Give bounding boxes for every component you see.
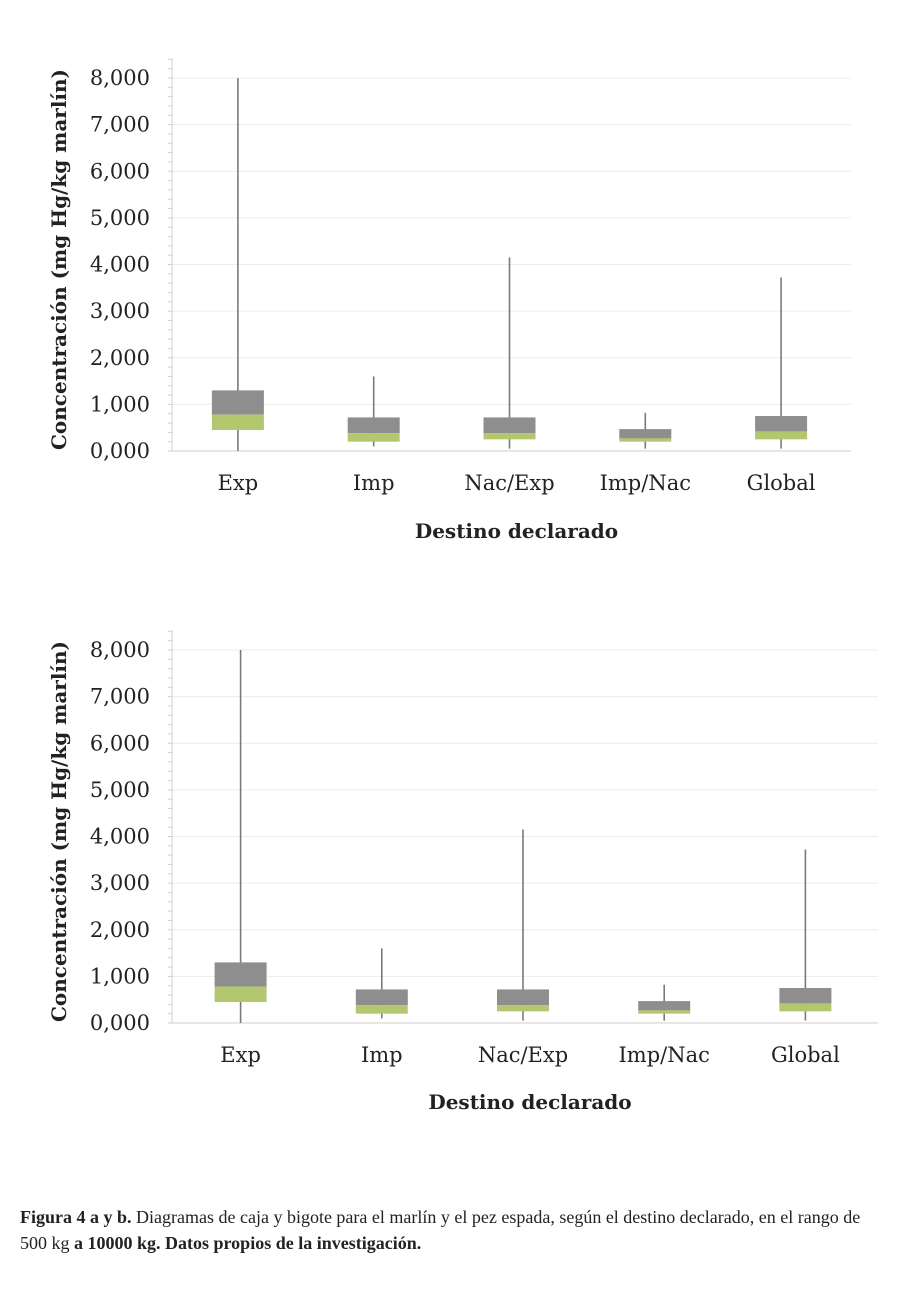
x-tick-label: Exp [220,1043,261,1067]
x-tick-label: Imp [353,471,395,495]
x-tick-label: Imp/Nac [600,471,691,495]
y-tick-label: 2,000 [90,346,150,370]
y-tick-label: 1,000 [90,392,150,416]
box-upper-imp [355,989,408,1006]
x-tick-label: Imp/Nac [619,1043,710,1067]
x-tick-label: Exp [218,471,259,495]
box-lower-exp [214,986,267,1003]
x-tick-label: Global [771,1043,840,1067]
x-tick-label: Nac/Exp [464,471,554,495]
box-upper-global [779,988,832,1004]
y-axis-title: Concentración (mg Hg/kg marlín) [47,641,71,1022]
boxplot-chart-b: 0,000 1,000 2,000 3,000 4,000 5,000 6,000 7,000… [47,630,878,1114]
box-lower-imp-nac [619,438,672,442]
figure-caption: Figura 4 a y b. Diagramas de caja y bigo… [20,1204,882,1256]
box-upper-exp [214,962,267,987]
y-tick-label: 5,000 [90,206,150,230]
y-tick-label: 4,000 [90,253,150,277]
y-tick-label: 2,000 [90,918,150,942]
box-lower-nac-exp [497,1005,549,1012]
y-tick-label: 3,000 [90,871,150,895]
y-tick-label: 7,000 [90,113,150,137]
box-lower-imp-nac [638,1010,691,1014]
x-tick-label: Global [747,471,816,495]
y-tick-label: 7,000 [90,685,150,709]
caption-bold-prefix: Figura 4 a y b. [20,1207,132,1227]
box-upper-imp-nac [619,429,672,439]
y-tick-label: 8,000 [90,66,150,90]
box-lower-nac-exp [483,433,536,440]
boxplot-chart-a: 0,000 1,000 2,000 3,000 4,000 5,000 6,000 7,000… [47,58,851,543]
x-axis-title: Destino declarado [428,1090,631,1114]
box-lower-global [779,1003,832,1012]
x-axis-title: Destino declarado [415,519,618,543]
y-tick-label: 4,000 [90,825,150,849]
y-tick-label: 0,000 [90,1011,150,1035]
box-upper-exp [211,390,264,415]
y-tick-label: 5,000 [90,778,150,802]
x-tick-label: Imp [361,1043,403,1067]
y-tick-label: 6,000 [90,159,150,183]
box-upper-global [755,416,808,432]
box-lower-imp [355,1005,408,1014]
caption-bold-suffix: a 10000 kg. Datos propios de la investig… [74,1233,422,1253]
y-tick-label: 6,000 [90,731,150,755]
box-lower-imp [347,433,400,442]
box-upper-nac-exp [483,417,536,434]
y-tick-label: 3,000 [90,299,150,323]
caption-text: Diagramas de caja y bigote para el marlí… [20,1207,861,1253]
box-upper-imp [347,417,400,434]
y-tick-label: 0,000 [90,439,150,463]
box-upper-imp-nac [638,1001,691,1011]
x-tick-label: Nac/Exp [478,1043,568,1067]
box-lower-global [755,431,808,440]
y-tick-label: 8,000 [90,638,150,662]
y-tick-label: 1,000 [90,964,150,988]
box-upper-nac-exp [497,989,549,1006]
y-axis-title: Concentración (mg Hg/kg marlín) [47,69,71,450]
box-lower-exp [211,414,264,431]
